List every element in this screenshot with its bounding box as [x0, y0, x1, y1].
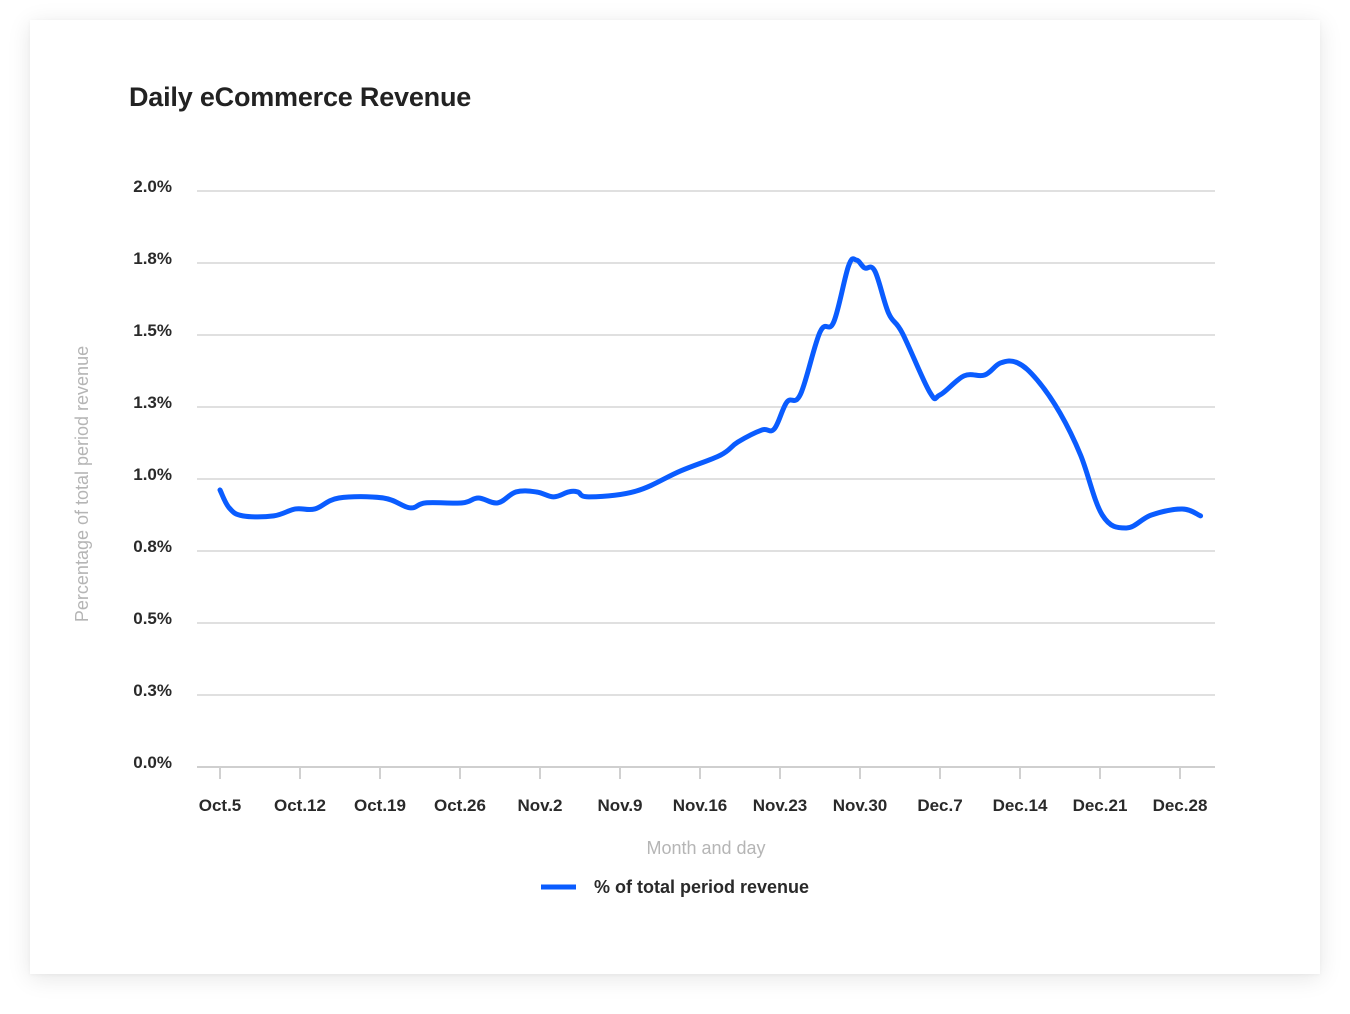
y-tick-label: 0.5%	[133, 609, 172, 628]
series-line	[217, 256, 1204, 531]
x-tick-label: Nov.9	[597, 796, 642, 815]
x-tick-label: Oct.12	[274, 796, 326, 815]
legend: % of total period revenue	[541, 877, 809, 897]
x-tick-label: Dec.28	[1153, 796, 1208, 815]
legend-label: % of total period revenue	[594, 877, 809, 897]
x-tick-label: Oct.5	[199, 796, 242, 815]
x-tick-label: Dec.14	[993, 796, 1048, 815]
y-axis-tick-labels: 0.0% 0.3% 0.5% 0.8% 1.0% 1.3% 1.5% 1.8% 2.0%	[133, 177, 172, 772]
x-tick-label: Nov.23	[753, 796, 808, 815]
y-tick-label: 2.0%	[133, 177, 172, 196]
y-tick-label: 1.0%	[133, 465, 172, 484]
y-tick-label: 1.3%	[133, 393, 172, 412]
y-tick-label: 0.0%	[133, 753, 172, 772]
y-tick-label: 1.8%	[133, 249, 172, 268]
gridlines	[197, 190, 1215, 768]
y-tick-label: 1.5%	[133, 321, 172, 340]
x-tick-label: Oct.26	[434, 796, 486, 815]
x-tick-label: Nov.2	[517, 796, 562, 815]
y-axis-title: Percentage of total period revenue	[72, 346, 92, 622]
series-layer	[217, 256, 1204, 531]
x-tick-label: Dec.7	[917, 796, 962, 815]
y-tick-label: 0.8%	[133, 537, 172, 556]
x-tick-label: Oct.19	[354, 796, 406, 815]
x-tick-label: Nov.16	[673, 796, 728, 815]
x-tick-label: Dec.21	[1073, 796, 1128, 815]
x-axis-title: Month and day	[646, 838, 765, 858]
chart-title: Daily eCommerce Revenue	[129, 82, 472, 112]
x-axis-ticks: Oct.5 Oct.12 Oct.19 Oct.26 Nov.2 Nov.9 Nov.16 N…	[199, 767, 1208, 815]
x-tick-label: Nov.30	[833, 796, 888, 815]
y-tick-label: 0.3%	[133, 681, 172, 700]
chart-card	[30, 20, 1320, 974]
